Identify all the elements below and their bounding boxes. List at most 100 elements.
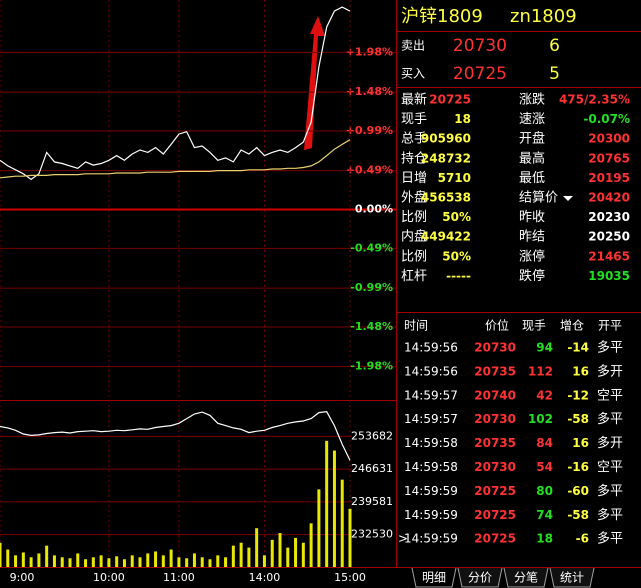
- price-line: [0, 6, 351, 181]
- trade-price: 20725: [474, 532, 516, 546]
- volume-bar: [286, 547, 290, 567]
- trade-kind: 多开: [597, 363, 623, 379]
- trade-time: 14:59:56: [404, 364, 458, 378]
- volume-bar: [224, 557, 228, 567]
- x-tick-label: 14:00: [249, 571, 281, 584]
- y-tick-label: +1.98%: [346, 45, 393, 58]
- bid-volume: 5: [549, 64, 560, 84]
- tab-label[interactable]: 分笔: [514, 570, 538, 585]
- quote-value: 5710: [438, 171, 471, 185]
- open-interest-line: [0, 411, 351, 461]
- quote-value: 19035: [588, 269, 630, 283]
- annotation-arrow: [304, 16, 325, 150]
- y-tick-label: -1.48%: [350, 320, 393, 333]
- trade-change: -12: [567, 388, 589, 402]
- volume-bar: [247, 547, 251, 567]
- quote-value: 475/2.35%: [559, 93, 630, 107]
- tab[interactable]: [457, 567, 503, 588]
- trade-price: 20725: [474, 484, 516, 498]
- trade-change: 16: [572, 436, 589, 450]
- y2-tick-label: 239581: [351, 495, 393, 508]
- volume-bar: [52, 555, 56, 567]
- trade-kind: 多开: [597, 435, 623, 451]
- volume-bar: [115, 556, 119, 567]
- trade-volume: 102: [528, 412, 553, 426]
- y-tick-label: -0.49%: [350, 241, 393, 254]
- trade-volume: 80: [536, 484, 553, 498]
- volume-bar: [239, 542, 243, 567]
- trade-kind: 多平: [597, 340, 623, 356]
- dropdown-arrow[interactable]: [563, 196, 573, 201]
- quote-label: 总手: [401, 132, 427, 147]
- tab-label[interactable]: 分价: [468, 571, 492, 585]
- bid-price: 20725: [453, 64, 507, 84]
- tab[interactable]: [411, 567, 457, 588]
- quote-value: 20725: [429, 93, 471, 107]
- ask-volume: 6: [549, 36, 560, 56]
- trade-volume: 18: [536, 532, 553, 546]
- quote-value: 20300: [588, 132, 630, 146]
- volume-bar: [161, 555, 165, 567]
- volume-bar: [294, 537, 298, 567]
- trade-header: 现手: [522, 319, 546, 333]
- ask-price: 20730: [453, 36, 507, 56]
- trade-volume: 112: [528, 364, 553, 378]
- volume-bar: [37, 553, 41, 567]
- trade-time: 14:59:57: [404, 388, 458, 402]
- quote-label: 日增: [401, 171, 427, 186]
- trade-time: 14:59:56: [404, 341, 458, 355]
- volume-bar: [122, 559, 126, 567]
- trade-change: -58: [567, 508, 589, 522]
- volume-bar: [99, 555, 103, 567]
- trade-volume: 94: [536, 341, 553, 355]
- trade-price: 20735: [474, 436, 516, 450]
- quote-value: 449422: [421, 230, 471, 244]
- volume-bar: [14, 555, 18, 567]
- trade-time: 14:59:59: [404, 532, 458, 546]
- quote-label: 现手: [401, 112, 427, 127]
- volume-bar: [278, 533, 282, 567]
- quote-label: 最高: [519, 150, 545, 166]
- x-tick-label: 9:00: [10, 571, 35, 584]
- tab[interactable]: [503, 567, 549, 588]
- quote-label: 昨结: [519, 230, 545, 245]
- quote-value: -----: [446, 269, 471, 283]
- trade-kind: 多平: [597, 531, 623, 547]
- volume-bar: [76, 553, 80, 567]
- quote-label: 结算价: [519, 191, 558, 206]
- y-tick-label: -1.98%: [350, 360, 393, 373]
- volume-bar: [130, 555, 134, 567]
- y-tick-label: 0.00%: [355, 203, 393, 216]
- quote-label: 外盘: [401, 190, 427, 206]
- trade-kind: 空平: [597, 460, 623, 475]
- quote-label: 比例: [401, 210, 427, 225]
- trade-price: 20730: [474, 412, 516, 426]
- trade-kind: 空平: [597, 388, 623, 403]
- quote-value: -0.07%: [583, 112, 630, 126]
- tab-label[interactable]: 明细: [422, 571, 446, 585]
- bid-label: 买入: [401, 67, 425, 81]
- volume-bar: [231, 545, 235, 567]
- volume-bar: [6, 549, 10, 567]
- volume-bar: [348, 508, 352, 567]
- trade-header: 增仓: [560, 319, 584, 333]
- tab-label[interactable]: 统计: [560, 571, 584, 585]
- y-tick-label: -0.99%: [350, 281, 393, 294]
- quote-label: 速涨: [519, 112, 545, 127]
- quote-label: 比例: [401, 249, 427, 264]
- y-tick-label: +1.48%: [346, 85, 393, 98]
- quote-label: 昨收: [519, 210, 545, 225]
- trade-time: 14:59:58: [404, 460, 458, 474]
- volume-bar: [169, 549, 173, 567]
- volume-bar: [29, 557, 33, 567]
- volume-bar: [146, 553, 150, 567]
- quote-value: 248732: [421, 151, 471, 165]
- volume-bar: [185, 558, 189, 567]
- volume-bar: [208, 559, 212, 567]
- trade-change: -58: [567, 412, 589, 426]
- quote-title: 沪锌1809: [401, 6, 483, 27]
- tab[interactable]: [549, 567, 595, 588]
